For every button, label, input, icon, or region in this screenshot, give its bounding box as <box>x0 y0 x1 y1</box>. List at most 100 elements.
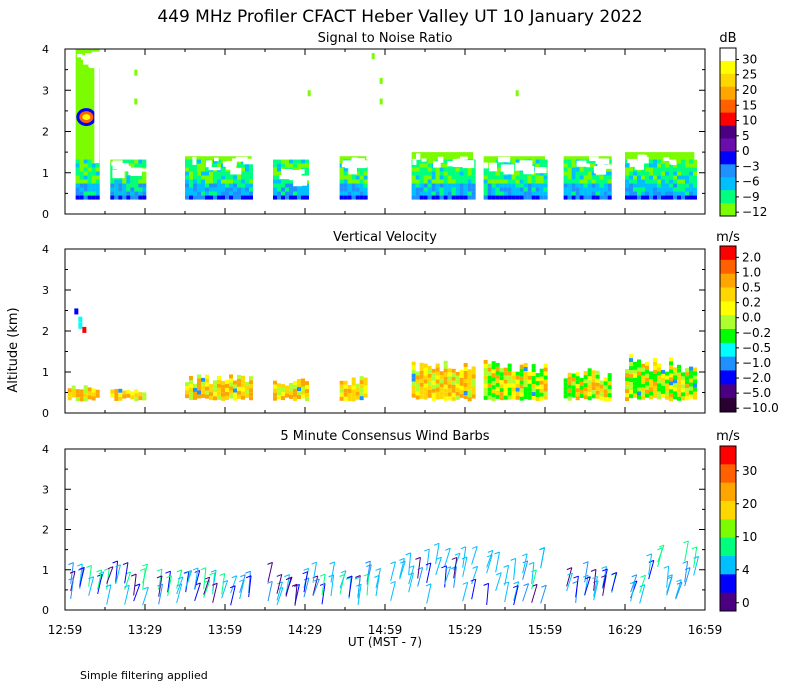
vv-cell <box>281 388 285 393</box>
snr-cell <box>431 187 436 192</box>
snr-cell <box>503 195 508 200</box>
vv-cell <box>233 380 237 385</box>
vv-cell <box>138 396 143 401</box>
vv-cell <box>427 369 432 374</box>
snr-cell <box>79 167 84 172</box>
snr-cell <box>685 191 689 196</box>
snr-cell <box>359 179 364 184</box>
snr-cell <box>87 195 92 200</box>
vv-cell <box>507 391 512 396</box>
snr-cell <box>122 183 127 188</box>
vv-cell <box>519 392 524 397</box>
wind-barb-flag <box>629 581 636 585</box>
vv-cell <box>657 367 661 372</box>
snr-cell <box>95 175 100 180</box>
snr-cell <box>229 183 233 188</box>
snr-cell <box>625 183 629 188</box>
vv-cell <box>531 372 536 377</box>
snr-cell <box>79 187 84 192</box>
snr-cell <box>669 175 673 180</box>
snr-cell <box>126 179 131 184</box>
snr-cell <box>531 187 536 192</box>
snr-cell <box>587 175 592 180</box>
snr-cell <box>273 195 277 200</box>
snr-cell <box>431 179 436 184</box>
snr-cell <box>419 187 424 192</box>
wind-barb-shaft <box>444 566 452 585</box>
wind-barb-flag <box>451 556 458 560</box>
snr-cell <box>435 187 440 192</box>
snr-cell <box>483 167 488 172</box>
vv-cell <box>661 389 665 394</box>
vv-cell <box>87 387 92 392</box>
snr-cell <box>515 195 520 200</box>
vv-cell <box>595 378 600 383</box>
vv-cell <box>677 380 681 385</box>
vv-cell <box>575 388 580 393</box>
snr-cell <box>459 171 464 176</box>
snr-cell <box>523 191 528 196</box>
vv-cell <box>67 388 72 393</box>
snr-cell <box>205 183 209 188</box>
wind-barb-flag <box>156 568 163 572</box>
vv-cell <box>673 391 677 396</box>
vv-cell <box>293 380 297 385</box>
snr-cell <box>83 163 88 168</box>
snr-cell <box>277 195 281 200</box>
snr-cell <box>205 175 209 180</box>
snr-cell <box>463 175 468 180</box>
vv-cell <box>431 396 436 401</box>
snr-cell <box>75 191 80 196</box>
colorbar-swatch <box>720 273 736 288</box>
x-tick-labels: 12:59 13:29 13:59 14:29 14:59 15:29 15:59 16:29… <box>48 623 723 637</box>
vv-cell <box>443 364 448 369</box>
vv-cell <box>591 378 596 383</box>
snr-cell <box>277 167 281 172</box>
snr-cell <box>645 163 649 168</box>
colorbar-label: 25 <box>742 68 757 82</box>
snr-cell <box>423 195 428 200</box>
wind-barb-flag <box>231 575 237 579</box>
snr-cell <box>285 191 289 196</box>
wind-barb-shaft <box>106 566 114 584</box>
snr-cell <box>523 183 528 188</box>
vv-cell <box>83 397 88 402</box>
snr-cell <box>661 179 665 184</box>
snr-cell <box>110 159 115 164</box>
vv-cell <box>523 371 528 376</box>
vv-cell <box>499 380 504 385</box>
snr-cell <box>543 191 548 196</box>
snr-cell <box>423 163 428 168</box>
wind-barb-flag <box>230 585 236 589</box>
wind-barb-flag <box>601 565 607 569</box>
vv-cell <box>653 381 657 386</box>
snr-cell <box>633 171 637 176</box>
wind-barb-shaft <box>348 575 353 597</box>
vv-cell <box>415 379 420 384</box>
wind-barb-shaft <box>321 574 326 596</box>
vv-cell <box>229 394 233 399</box>
vv-cell <box>689 382 693 387</box>
vv-cell <box>563 386 568 391</box>
vv-cell <box>237 374 241 379</box>
vv-cell <box>487 367 492 372</box>
snr-cell <box>543 163 548 168</box>
wind-barb-flag <box>77 563 83 567</box>
vv-cell <box>583 391 588 396</box>
snr-cell <box>83 183 88 188</box>
snr-cell <box>95 195 100 200</box>
colorbar-swatch <box>720 48 736 62</box>
snr-cell <box>118 183 123 188</box>
snr-cell <box>221 191 225 196</box>
snr-cell <box>209 191 213 196</box>
snr-cell <box>439 163 444 168</box>
vv-cell <box>79 393 84 398</box>
snr-cell <box>75 159 80 164</box>
vv-cell <box>451 392 456 397</box>
snr-cell <box>193 195 197 200</box>
vv-cell <box>657 371 661 376</box>
colorbar-label: −0.5 <box>742 341 771 355</box>
wind-barb-flag <box>239 579 245 583</box>
snr-cell <box>189 163 193 168</box>
snr-cell <box>87 175 92 180</box>
